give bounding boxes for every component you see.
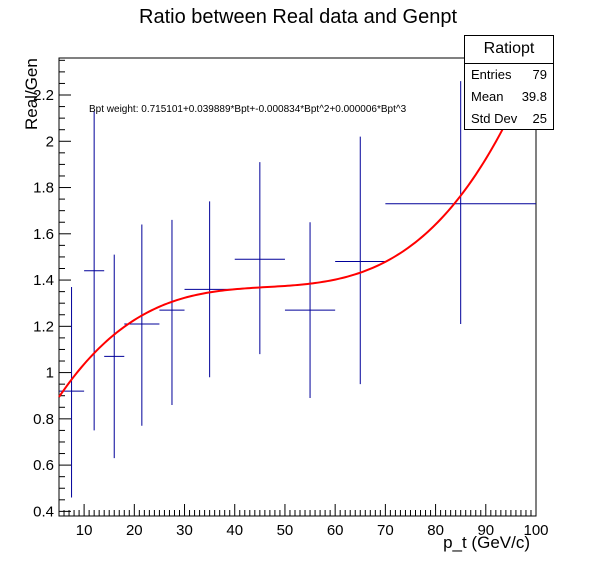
x-tick-label: 70 (377, 522, 394, 539)
x-axis-ticks: 10 20 30 40 50 60 70 80 90 100 (63, 504, 549, 539)
data-point (84, 111, 105, 431)
stats-row-stddev: Std Dev 25 (465, 108, 553, 130)
data-point (104, 254, 125, 459)
y-tick-label: 1 (46, 365, 54, 382)
fit-curve (58, 80, 527, 398)
stats-row-entries: Entries 79 (465, 64, 553, 86)
y-tick-label: 1.8 (33, 180, 54, 197)
y-tick-label: 2 (46, 133, 54, 150)
x-tick-label: 40 (226, 522, 243, 539)
y-tick-label: 1.2 (33, 318, 54, 335)
x-tick-label: 50 (277, 522, 294, 539)
stats-label: Entries (471, 67, 512, 82)
data-point (385, 81, 536, 325)
stats-label: Std Dev (471, 111, 518, 126)
data-point (335, 136, 386, 385)
plot-frame (58, 57, 537, 517)
y-tick-label: 0.4 (33, 503, 54, 520)
data-point (159, 219, 185, 405)
data-point (234, 162, 285, 355)
y-tick-label: 0.6 (33, 457, 54, 474)
y-axis-label: Real/Gen (22, 58, 41, 130)
y-tick-label: 2.2 (33, 87, 54, 104)
data-points (59, 81, 536, 498)
x-tick-label: 60 (327, 522, 344, 539)
x-tick-label: 80 (427, 522, 444, 539)
x-tick-label: 10 (76, 522, 93, 539)
x-axis-label: p_t (GeV/c) (443, 533, 530, 553)
data-point (124, 224, 160, 426)
chart-title: Ratio between Real data and Genpt (139, 6, 457, 28)
stats-value: 79 (532, 67, 547, 82)
x-tick-label: 20 (126, 522, 143, 539)
stats-box: Ratiopt Entries 79 Mean 39.8 Std Dev 25 (464, 35, 554, 130)
stats-value: 25 (532, 111, 547, 126)
x-tick-label: 100 (523, 522, 548, 539)
data-point (284, 222, 336, 399)
fit-formula-label: Bpt weight: 0.715101+0.039889*Bpt+-0.000… (89, 104, 407, 115)
stats-value: 39.8 (521, 89, 547, 104)
stats-label: Mean (471, 89, 504, 104)
y-tick-label: 1.6 (33, 226, 54, 243)
y-tick-label: 0.8 (33, 411, 54, 428)
y-tick-label: 1.4 (33, 272, 54, 289)
x-tick-label: 30 (176, 522, 193, 539)
x-tick-label: 90 (477, 522, 494, 539)
stats-row-mean: Mean 39.8 (465, 86, 553, 108)
x-axis-label-text: p_t (GeV/c) (443, 533, 530, 552)
stats-title: Ratiopt (465, 36, 553, 64)
